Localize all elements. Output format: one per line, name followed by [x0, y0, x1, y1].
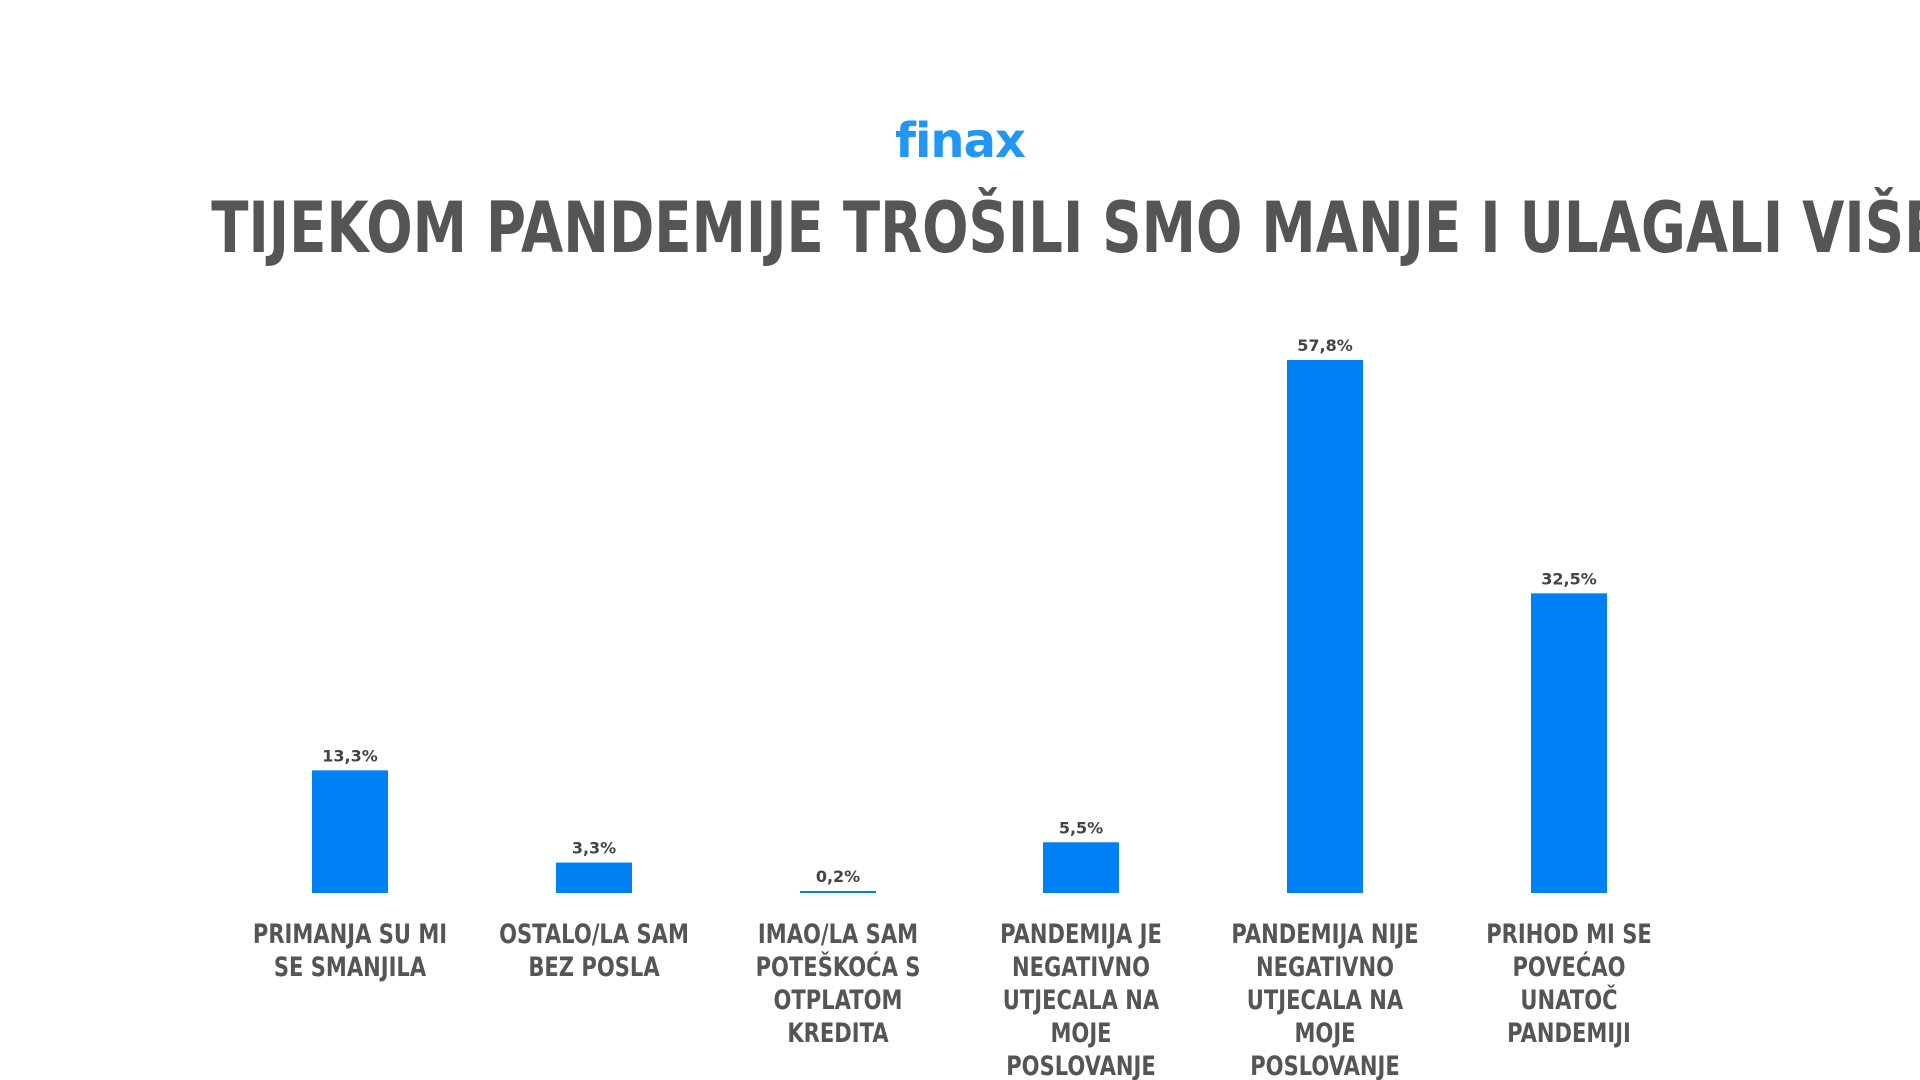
data-label-1: 13,3% [322, 746, 378, 765]
category-label-6: PRIHOD MI SE POVEĆAO UNATOČ PANDEMIJI [1486, 919, 1652, 1049]
data-label-2: 3,3% [572, 839, 616, 858]
data-label-5: 57,8% [1297, 336, 1353, 355]
category-label-3: IMAO/LA SAM POTEŠKOĆA S OTPLATOM KREDITA [755, 919, 921, 1049]
data-label-6: 32,5% [1541, 569, 1597, 588]
bar-3 [800, 891, 876, 893]
category-label-2: OSTALO/LA SAM BEZ POSLA [499, 919, 689, 983]
category-label-5: PANDEMIJA NIJE NEGATIVNO UTJECALA NA MOJ… [1231, 919, 1419, 1080]
data-label-4: 5,5% [1059, 818, 1103, 837]
bar-5 [1287, 360, 1363, 893]
bar-1 [312, 770, 388, 893]
bar-6 [1531, 593, 1607, 893]
data-label-3: 0,2% [816, 867, 860, 886]
category-label-1: PRIMANJA SU MI SE SMANJILA [252, 919, 448, 983]
chart-title: TIJEKOM PANDEMIJE TROŠILI SMO MANJE I UL… [211, 187, 1920, 269]
bar-4 [1043, 842, 1119, 893]
bar-2 [556, 862, 632, 893]
finax-logo: finax [895, 113, 1026, 169]
category-label-4: PANDEMIJA JE NEGATIVNO UTJECALA NA MOJE … [1000, 919, 1162, 1080]
